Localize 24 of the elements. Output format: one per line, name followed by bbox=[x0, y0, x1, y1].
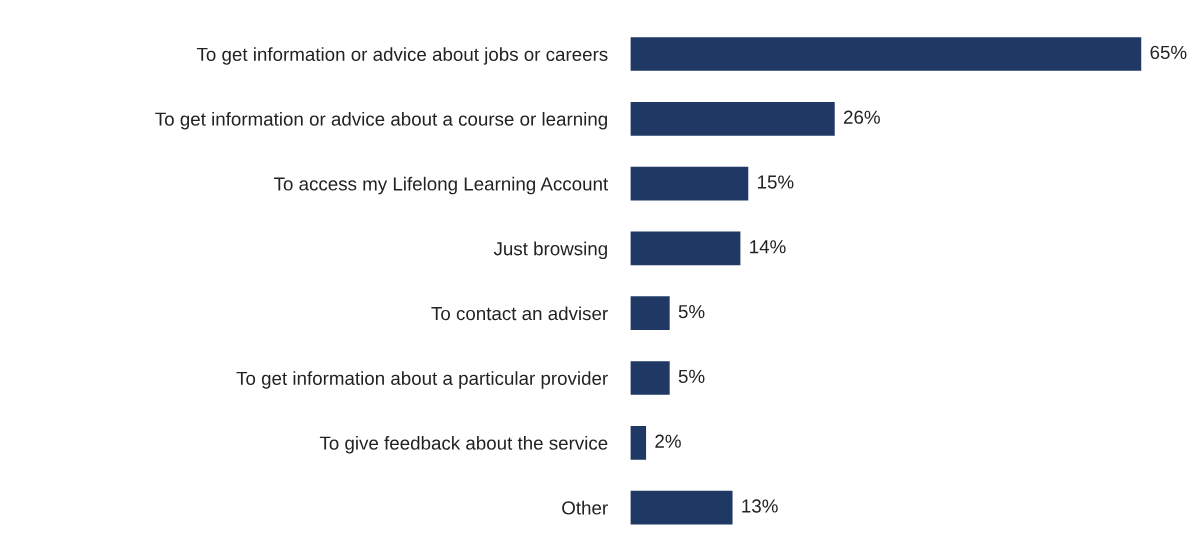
data-label: 26% bbox=[843, 110, 880, 124]
bar bbox=[630, 166, 749, 201]
y-tick-label: To get information or advice about a course or learning bbox=[155, 112, 607, 130]
y-tick-label: To access my Lifelong Learning Account bbox=[274, 176, 609, 195]
bar bbox=[630, 490, 733, 525]
data-label: 2% bbox=[655, 434, 681, 448]
data-label: 15% bbox=[758, 175, 794, 189]
bar bbox=[630, 425, 647, 460]
y-tick-label: Other bbox=[562, 500, 608, 515]
bar bbox=[630, 296, 670, 331]
data-label: 5% bbox=[678, 369, 705, 384]
bar bbox=[630, 37, 1142, 71]
y-tick-label: To get information or advice about jobs or careers bbox=[196, 47, 608, 65]
data-label: 65% bbox=[1150, 45, 1187, 60]
y-tick-label: To contact an adviser bbox=[431, 306, 608, 321]
data-label: 14% bbox=[750, 240, 786, 254]
bar bbox=[630, 101, 835, 136]
bar bbox=[630, 231, 741, 266]
data-label: 5% bbox=[678, 305, 705, 319]
y-tick-label: To get information about a particular provider bbox=[236, 371, 608, 389]
y-tick-label: To give feedback about the service bbox=[319, 436, 608, 454]
bar bbox=[630, 361, 670, 395]
data-label: 13% bbox=[742, 499, 778, 513]
y-tick-label: Just browsing bbox=[493, 241, 607, 260]
